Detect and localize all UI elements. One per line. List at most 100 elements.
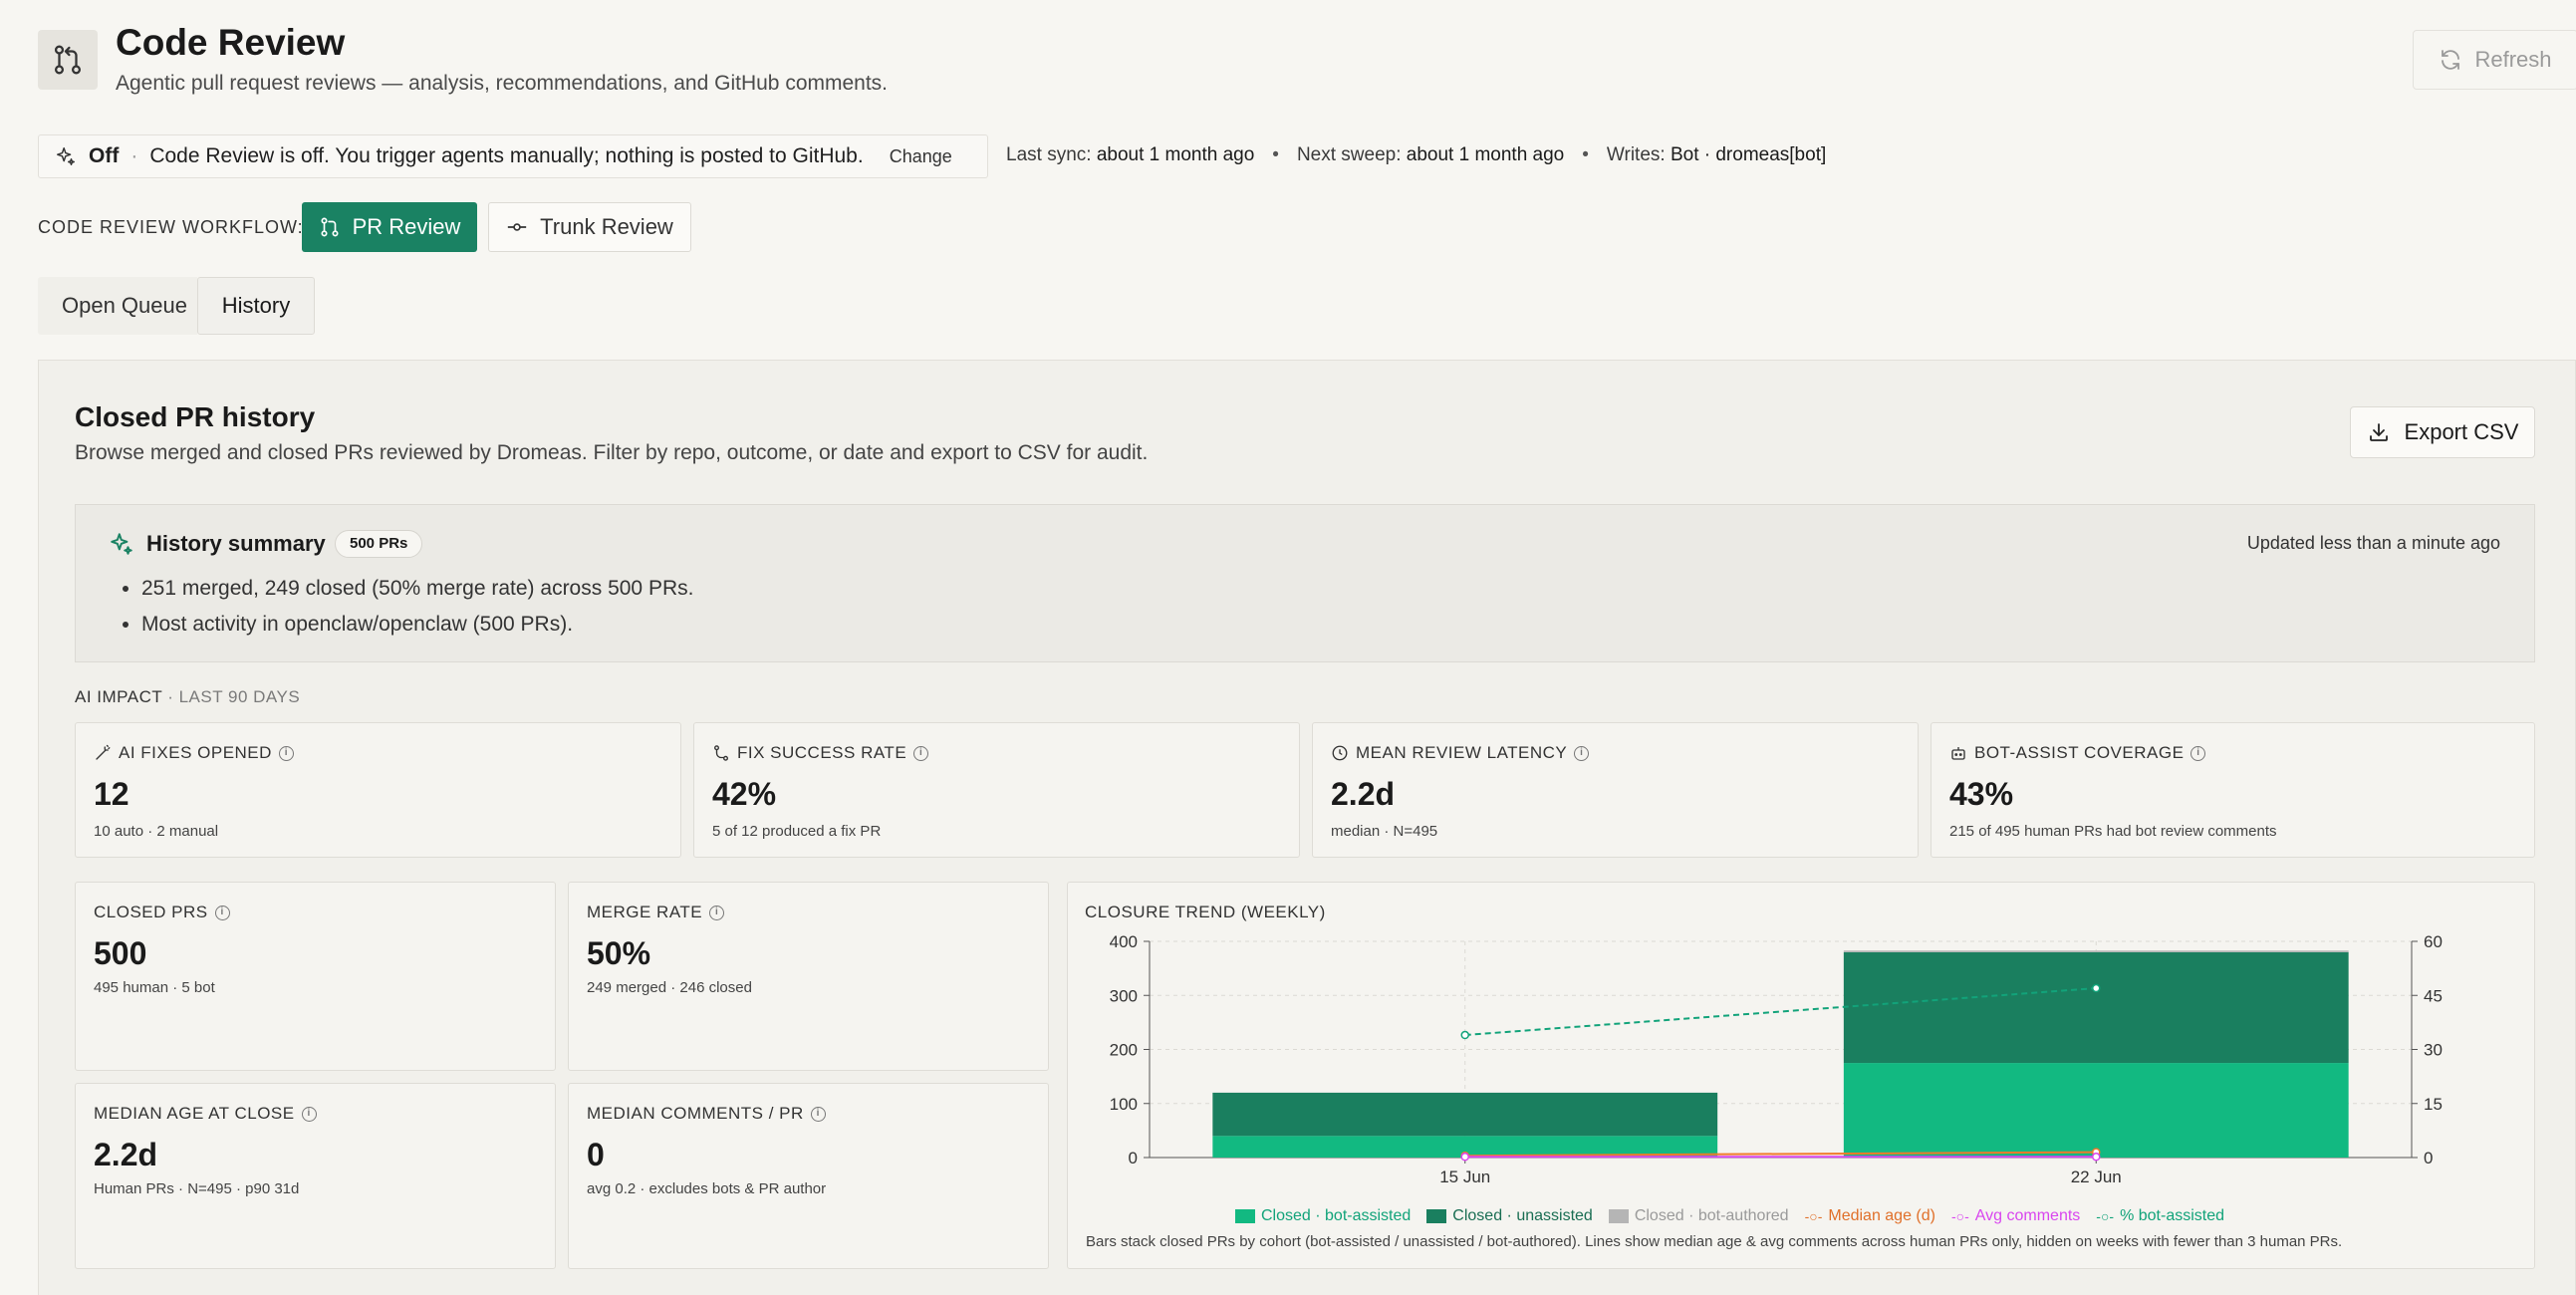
bot-coverage-header: BOT-ASSIST COVERAGE i [1949, 743, 2206, 763]
pr-review-label: PR Review [352, 214, 461, 239]
point-avg-comments [2092, 1153, 2101, 1162]
y2-tick-label: 45 [2424, 986, 2443, 1005]
info-icon[interactable]: i [301, 1106, 317, 1122]
y-tick-label: 100 [1110, 1095, 1138, 1114]
legend-median-age[interactable]: -○- Median age (d) [1804, 1207, 1935, 1224]
median-comments-card: MEDIAN COMMENTS / PR i 0 avg 0.2 · exclu… [568, 1083, 1049, 1269]
clock-icon [1332, 745, 1348, 761]
info-icon[interactable]: i [709, 905, 725, 920]
chart-title: CLOSURE TREND (WEEKLY) [1085, 903, 1326, 921]
legend-pct-bot-assisted[interactable]: -○-% bot-assisted [2096, 1207, 2225, 1224]
median-age-value: 2.2d [94, 1137, 158, 1172]
y2-tick-label: 0 [2424, 1149, 2433, 1167]
status-state: Off [89, 144, 120, 167]
merge-rate-value: 50% [587, 935, 651, 971]
info-icon[interactable]: i [214, 905, 230, 920]
refresh-button[interactable]: Refresh [2413, 30, 2576, 90]
review-latency-title: MEAN REVIEW LATENCY [1356, 743, 1568, 762]
median-age-title: MEDIAN AGE AT CLOSE [94, 1104, 295, 1123]
info-icon[interactable]: i [810, 1106, 826, 1122]
chart-footnote: Bars stack closed PRs by cohort (bot-ass… [1086, 1233, 2343, 1250]
bot-coverage-card: BOT-ASSIST COVERAGE i 43% 215 of 495 hum… [1931, 722, 2535, 858]
y2-tick-label: 15 [2424, 1095, 2443, 1114]
point-avg-comments [1460, 1153, 1469, 1162]
merge-rate-header: MERGE RATE i [587, 903, 725, 922]
git-commit-icon [507, 223, 527, 231]
info-icon[interactable]: i [913, 745, 929, 761]
download-icon [2369, 423, 2388, 441]
y-tick-label: 0 [1129, 1149, 1138, 1167]
x-tick-label: 22 Jun [2071, 1167, 2122, 1186]
chart-legend: Closed · bot-assisted Closed · unassiste… [1235, 1207, 2224, 1225]
ai-impact-range: · LAST 90 DAYS [167, 687, 301, 706]
git-pull-request-icon [321, 217, 339, 237]
x-tick-label: 15 Jun [1439, 1167, 1490, 1186]
merge-rate-sub: 249 merged · 246 closed [587, 979, 752, 996]
panel-subtitle: Browse merged and closed PRs reviewed by… [75, 441, 1149, 464]
export-csv-button[interactable]: Export CSV [2350, 406, 2535, 458]
merge-rate-title: MERGE RATE [587, 903, 703, 921]
point--bot-assisted [2092, 983, 2101, 993]
median-age-card: MEDIAN AGE AT CLOSE i 2.2d Human PRs · N… [75, 1083, 556, 1269]
y-tick-label: 400 [1110, 932, 1138, 951]
closed-prs-value: 500 [94, 935, 147, 971]
closure-trend-chart: 0 100 200 300 400 0 15 30 45 60 15 Jun 22 Jun [1110, 932, 2443, 1186]
review-latency-header: MEAN REVIEW LATENCY i [1331, 743, 1590, 763]
tab-history[interactable]: History [197, 277, 315, 335]
bar-closed-unassisted [1843, 951, 2349, 1064]
fix-success-card: FIX SUCCESS RATE i 42% 5 of 12 produced … [693, 722, 1300, 858]
last-sync-value: about 1 month ago [1096, 144, 1255, 165]
trunk-review-button[interactable]: Trunk Review [488, 202, 691, 252]
history-summary [75, 504, 2535, 662]
bot-coverage-sub: 215 of 495 human PRs had bot review comm… [1949, 823, 2277, 840]
y-tick-label: 200 [1110, 1041, 1138, 1060]
legend-bot-assisted[interactable]: Closed · bot-assisted [1235, 1207, 1411, 1225]
bot-coverage-title: BOT-ASSIST COVERAGE [1974, 743, 2185, 762]
bot-coverage-value: 43% [1949, 776, 2014, 812]
bar-closed-bot-authored [1843, 950, 2349, 952]
line--bot-assisted [1464, 987, 2097, 1037]
page-subtitle: Agentic pull request reviews — analysis,… [116, 72, 889, 95]
writes-label: Writes: [1606, 144, 1666, 165]
bar-closed-unassisted [1212, 1092, 1718, 1137]
fix-success-title: FIX SUCCESS RATE [737, 743, 907, 762]
change-button[interactable]: Change [889, 145, 952, 166]
summary-bullet: 251 merged, 249 closed (50% merge rate) … [141, 571, 693, 607]
last-sync-label: Last sync: [1006, 144, 1092, 165]
info-icon[interactable]: i [1574, 745, 1590, 761]
fix-success-value: 42% [712, 776, 777, 812]
trunk-review-label: Trunk Review [540, 214, 673, 239]
closed-prs-title: CLOSED PRS [94, 903, 208, 921]
ai-fixes-sub: 10 auto · 2 manual [94, 823, 219, 840]
review-latency-value: 2.2d [1331, 776, 1396, 812]
review-latency-card: MEAN REVIEW LATENCY i 2.2d median · N=49… [1312, 722, 1919, 858]
pr-review-button[interactable]: PR Review [302, 202, 477, 252]
median-age-sub: Human PRs · N=495 · p90 31d [94, 1180, 300, 1197]
code-review-app-icon [38, 30, 98, 90]
writes-value: Bot · dromeas[bot] [1670, 144, 1827, 165]
median-comments-sub: avg 0.2 · excludes bots & PR author [587, 1180, 827, 1197]
summary-updated: Updated less than a minute ago [2246, 533, 2500, 553]
legend-avg-comments[interactable]: -○- Avg comments [1950, 1207, 2081, 1224]
ai-impact-label: AI IMPACT · LAST 90 DAYS [75, 687, 300, 707]
summary-count-badge: 500 PRs [335, 530, 423, 558]
merge-rate-card: MERGE RATE i 50% 249 merged · 246 closed [568, 882, 1049, 1071]
closed-prs-header: CLOSED PRS i [94, 903, 230, 922]
legend-unassisted[interactable]: Closed · unassisted [1426, 1207, 1593, 1225]
refresh-label: Refresh [2474, 47, 2552, 72]
fix-success-sub: 5 of 12 produced a fix PR [712, 823, 882, 840]
git-pull-request-icon [54, 45, 82, 75]
summary-bullets: 251 merged, 249 closed (50% merge rate) … [141, 571, 693, 643]
info-icon[interactable]: i [2190, 745, 2206, 761]
legend-bot-authored[interactable]: Closed · bot-authored [1608, 1207, 1789, 1225]
info-icon[interactable]: i [278, 745, 294, 761]
page-title: Code Review [116, 22, 346, 63]
tab-open-queue[interactable]: Open Queue [38, 277, 197, 335]
ai-fixes-header: AI FIXES OPENED i [94, 743, 294, 763]
median-comments-value: 0 [587, 1137, 605, 1172]
review-latency-sub: median · N=495 [1331, 823, 1438, 840]
line-median-age-d- [1464, 1151, 2097, 1158]
ai-fixes-value: 12 [94, 776, 129, 812]
fix-success-header: FIX SUCCESS RATE i [712, 743, 929, 763]
export-csv-label: Export CSV [2404, 419, 2519, 444]
